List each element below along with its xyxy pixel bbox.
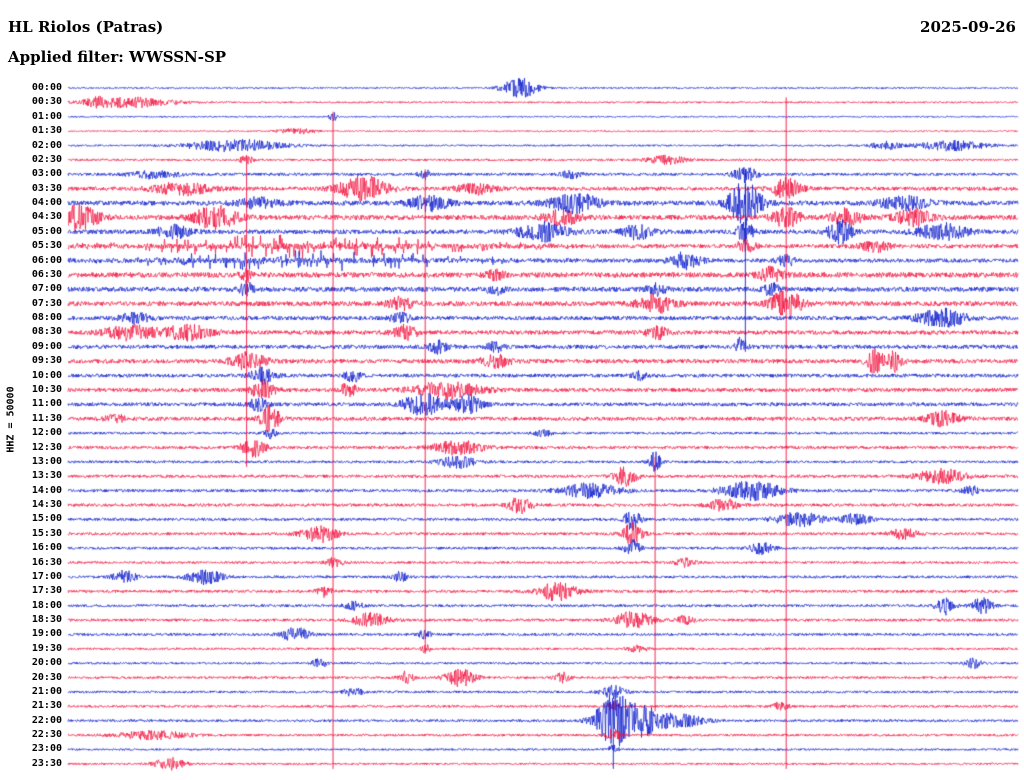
time-label: 22:30 — [31, 729, 62, 741]
time-label: 11:00 — [31, 398, 62, 410]
time-label: 02:00 — [31, 139, 62, 151]
time-label: 10:30 — [31, 383, 62, 395]
time-label: 07:00 — [31, 283, 62, 295]
time-label: 08:30 — [31, 326, 62, 338]
time-label: 06:30 — [31, 268, 62, 280]
time-label: 22:00 — [31, 714, 62, 726]
time-label: 02:30 — [31, 153, 62, 165]
time-label: 08:00 — [31, 312, 62, 324]
time-label: 17:00 — [31, 570, 62, 582]
time-label: 05:00 — [31, 225, 62, 237]
time-label: 15:00 — [31, 513, 62, 525]
time-label: 16:00 — [31, 542, 62, 554]
time-label: 07:30 — [31, 297, 62, 309]
time-label: 18:30 — [31, 614, 62, 626]
time-label: 23:30 — [31, 757, 62, 769]
time-label: 19:00 — [31, 628, 62, 640]
time-label: 03:30 — [31, 182, 62, 194]
time-label: 13:30 — [31, 470, 62, 482]
time-label: 20:00 — [31, 657, 62, 669]
time-label: 04:30 — [31, 211, 62, 223]
time-label: 18:00 — [31, 599, 62, 611]
time-label: 21:30 — [31, 700, 62, 712]
time-label: 21:00 — [31, 685, 62, 697]
time-label: 16:30 — [31, 556, 62, 568]
time-label: 14:30 — [31, 499, 62, 511]
time-label: 20:30 — [31, 671, 62, 683]
time-label: 19:30 — [31, 642, 62, 654]
time-label: 17:30 — [31, 585, 62, 597]
time-label: 12:30 — [31, 441, 62, 453]
time-label: 00:00 — [31, 82, 62, 93]
time-label: 01:00 — [31, 110, 62, 122]
time-label: 15:30 — [31, 527, 62, 539]
station-title: HL Riolos (Patras) — [8, 18, 164, 36]
time-label: 10:00 — [31, 369, 62, 381]
time-label: 12:00 — [31, 427, 62, 439]
date-label: 2025-09-26 — [920, 18, 1016, 36]
time-label: 00:30 — [31, 96, 62, 108]
filter-label: Applied filter: WWSSN-SP — [8, 48, 227, 66]
time-label: 09:00 — [31, 340, 62, 352]
time-label: 13:00 — [31, 455, 62, 467]
time-label: 14:00 — [31, 484, 62, 496]
time-label: 01:30 — [31, 125, 62, 137]
time-label: 23:00 — [31, 743, 62, 755]
time-label: 03:00 — [31, 168, 62, 180]
time-label: 06:00 — [31, 254, 62, 266]
time-label: 05:30 — [31, 240, 62, 252]
time-label: 09:30 — [31, 355, 62, 367]
time-label: 04:00 — [31, 197, 62, 209]
time-label: 11:30 — [31, 412, 62, 424]
